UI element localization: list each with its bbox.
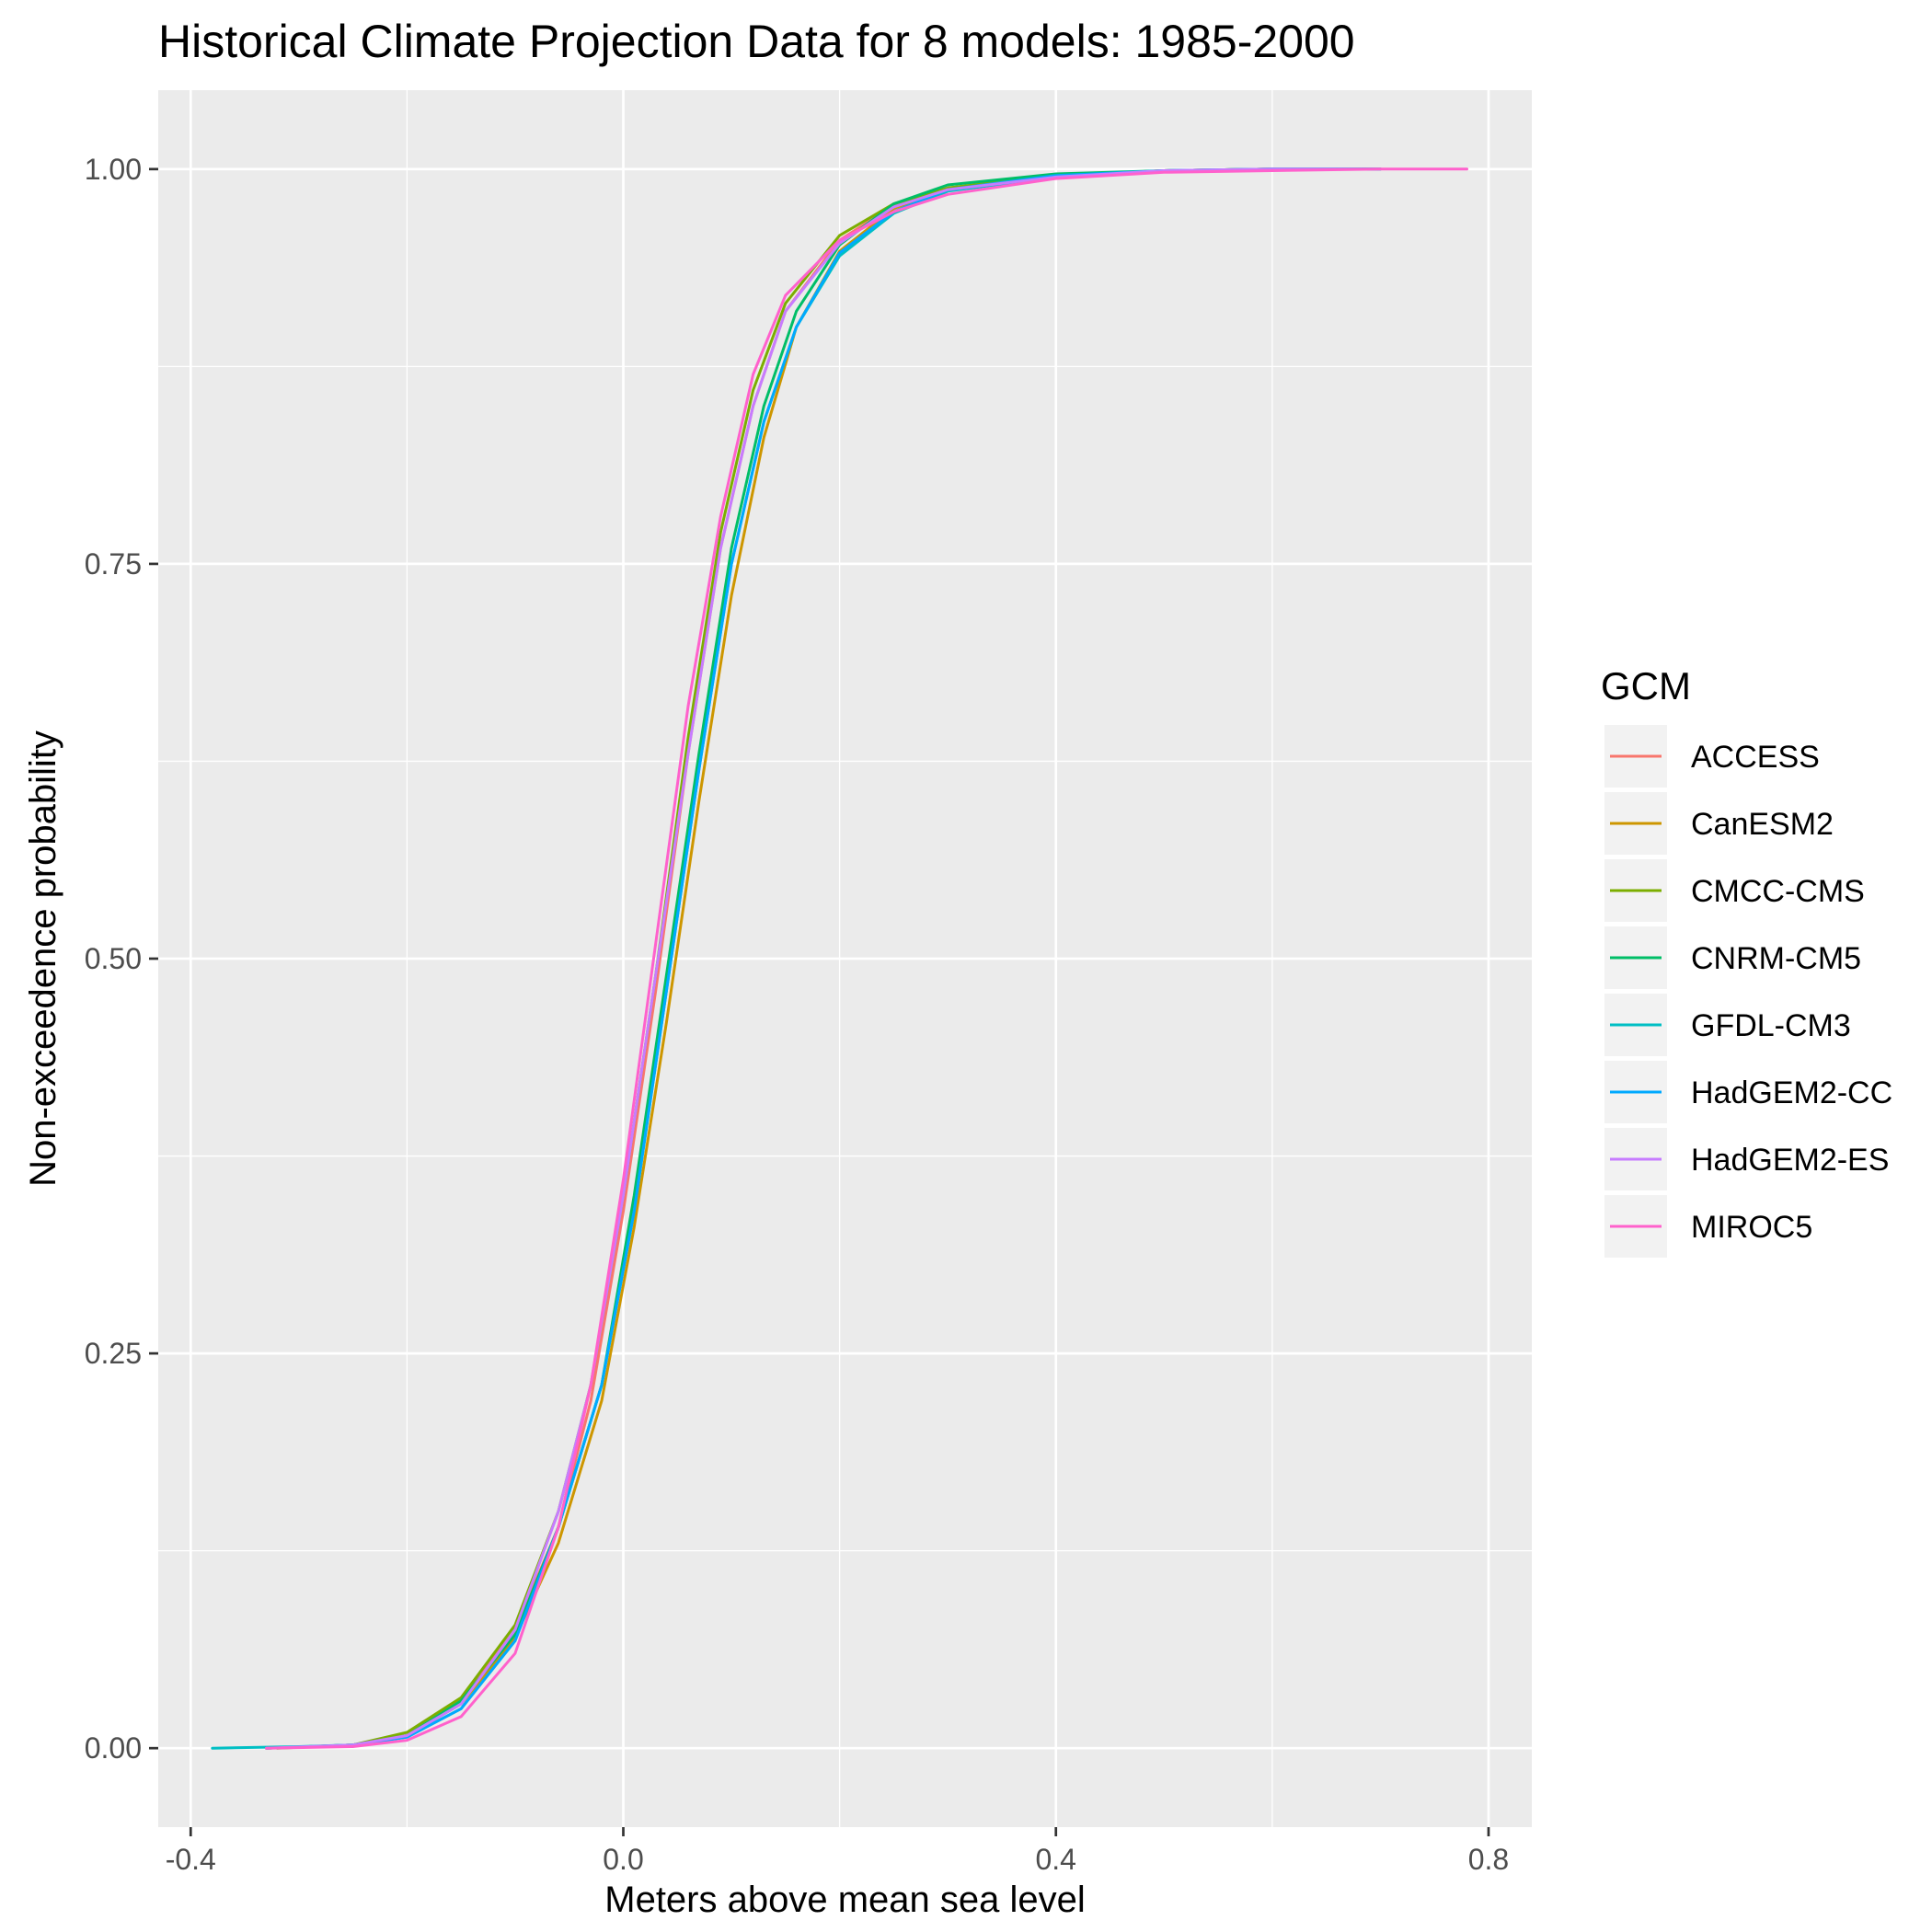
- legend-label: CNRM-CM5: [1691, 941, 1861, 976]
- y-tick-label: 0.75: [85, 547, 142, 581]
- y-tick-label: 0.00: [85, 1731, 142, 1765]
- legend-label: CanESM2: [1691, 807, 1834, 842]
- grid-major: [158, 90, 1532, 1827]
- y-tick-label: 0.25: [85, 1337, 142, 1370]
- legend-label: GFDL-CM3: [1691, 1008, 1851, 1043]
- legend-label: MIROC5: [1691, 1210, 1812, 1245]
- y-tick-label: 1.00: [85, 153, 142, 186]
- legend-items: ACCESS CanESM2 CMCC-CMS CNRM-CM5 GFDL-CM3 Had…: [1604, 725, 1892, 1258]
- x-tick-label: -0.4: [166, 1843, 216, 1876]
- legend-label: HadGEM2-ES: [1691, 1143, 1889, 1178]
- legend: GCM ACCESS CanESM2 CMCC-CMS CNRM-CM5 GFDL-CM…: [1601, 664, 1892, 1258]
- x-axis-title: Meters above mean sea level: [604, 1880, 1086, 1920]
- series-line-hadgem2-es: [265, 167, 1382, 1750]
- x-tick-label: 0.0: [603, 1843, 643, 1876]
- chart-title: Historical Climate Projection Data for 8…: [158, 16, 1355, 67]
- legend-label: ACCESS: [1691, 740, 1820, 775]
- series-line-miroc5: [265, 167, 1468, 1750]
- x-axis: -0.4 0.0 0.4 0.8: [166, 1827, 1509, 1876]
- legend-label: CMCC-CMS: [1691, 874, 1865, 909]
- x-tick-label: 0.4: [1035, 1843, 1075, 1876]
- y-tick-label: 0.50: [85, 942, 142, 975]
- x-tick-label: 0.8: [1468, 1843, 1509, 1876]
- series-layer: [211, 167, 1468, 1750]
- legend-label: HadGEM2-CC: [1691, 1075, 1892, 1110]
- y-axis: 0.00 0.25 0.50 0.75 1.00: [85, 153, 158, 1765]
- legend-title: GCM: [1601, 664, 1691, 707]
- y-axis-title: Non-exceedence probability: [23, 730, 63, 1187]
